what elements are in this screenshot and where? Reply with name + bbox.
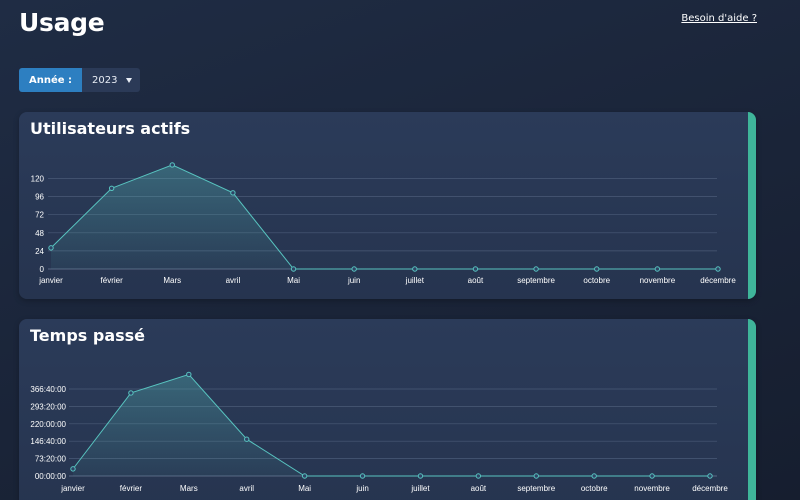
data-point[interactable] <box>290 266 297 272</box>
series-area <box>73 374 710 476</box>
y-tick-label: 0 <box>40 265 45 274</box>
caret-down-icon <box>126 77 133 83</box>
data-point[interactable] <box>412 266 418 272</box>
data-point[interactable] <box>417 473 424 479</box>
data-point[interactable] <box>359 473 366 479</box>
time-spent-title: Temps passé <box>30 326 146 345</box>
x-tick-label: décembre <box>692 484 728 493</box>
x-tick-label: février <box>120 484 143 493</box>
x-tick-label: Mars <box>163 276 181 285</box>
data-point[interactable] <box>591 473 597 479</box>
x-tick-label: septembre <box>517 484 555 493</box>
page-title: Usage <box>19 8 105 37</box>
y-tick-label: 73:20:00 <box>35 455 67 464</box>
data-point[interactable] <box>707 473 713 479</box>
x-tick-label: janvier <box>38 276 63 285</box>
y-tick-label: 72 <box>35 211 44 220</box>
y-tick-label: 146:40:00 <box>30 437 66 446</box>
x-tick-label: juillet <box>405 276 425 285</box>
data-point[interactable] <box>351 266 357 272</box>
y-tick-label: 220:00:00 <box>30 420 66 429</box>
x-tick-label: novembre <box>640 276 676 285</box>
year-filter: Année : 2023 <box>19 68 141 92</box>
x-tick-label: avril <box>226 276 241 285</box>
data-point[interactable] <box>533 473 539 479</box>
data-point[interactable] <box>186 371 192 378</box>
x-tick-label: juillet <box>410 484 430 493</box>
x-tick-label: janvier <box>60 484 85 493</box>
x-tick-label: avril <box>239 484 254 493</box>
active-users-card: Utilisateurs actifs 0 24 48 72 96 120 janvier f… <box>19 112 756 299</box>
data-point[interactable] <box>48 245 54 251</box>
x-tick-label: Mai <box>298 484 311 493</box>
series-line <box>50 164 718 270</box>
data-point[interactable] <box>715 266 721 272</box>
year-select-value: 2023 <box>92 74 118 86</box>
x-tick-label: juin <box>355 484 368 493</box>
x-tick-label: août <box>468 276 484 285</box>
y-tick-label: 24 <box>35 247 44 256</box>
y-tick-label: 366:40:00 <box>30 385 66 394</box>
data-point[interactable] <box>301 473 308 479</box>
x-tick-label: juin <box>347 276 360 285</box>
data-point[interactable] <box>594 266 600 272</box>
data-point[interactable] <box>244 436 250 442</box>
x-tick-label: Mai <box>287 276 300 285</box>
data-point[interactable] <box>230 190 236 196</box>
data-point[interactable] <box>472 266 479 272</box>
data-point[interactable] <box>475 473 482 479</box>
y-tick-label: 96 <box>35 193 44 202</box>
time-spent-card: Temps passé 00:00:00 73:20:00 146:40:00 220… <box>19 319 756 500</box>
data-point[interactable] <box>70 466 76 472</box>
time-spent-chart: 00:00:00 73:20:00 146:40:00 220:00:00 293:20… <box>30 371 728 493</box>
data-point[interactable] <box>654 266 661 272</box>
data-point[interactable] <box>128 390 134 396</box>
series-area <box>51 164 718 269</box>
data-point[interactable] <box>108 185 115 192</box>
x-tick-label: octobre <box>583 276 610 285</box>
x-tick-label: février <box>101 276 124 285</box>
active-users-chart: 0 24 48 72 96 120 janvier février Mars avril Mai ju… <box>31 162 736 285</box>
series-line <box>72 373 710 477</box>
active-users-title: Utilisateurs actifs <box>30 119 191 138</box>
y-tick-label: 120 <box>31 175 45 184</box>
x-tick-label: septembre <box>517 276 555 285</box>
y-tick-label: 293:20:00 <box>30 402 66 411</box>
y-tick-label: 48 <box>35 229 44 238</box>
help-link[interactable]: Besoin d'aide ? <box>681 13 757 24</box>
year-select[interactable]: 2023 <box>82 68 141 92</box>
x-tick-label: décembre <box>700 276 736 285</box>
year-filter-label: Année : <box>19 68 83 92</box>
x-tick-label: octobre <box>581 484 608 493</box>
y-tick-label: 00:00:00 <box>35 472 67 481</box>
x-tick-label: novembre <box>634 484 670 493</box>
x-tick-label: août <box>471 484 487 493</box>
data-point[interactable] <box>649 473 655 479</box>
data-point[interactable] <box>169 162 175 168</box>
data-point[interactable] <box>533 266 539 272</box>
x-tick-label: Mars <box>180 484 198 493</box>
